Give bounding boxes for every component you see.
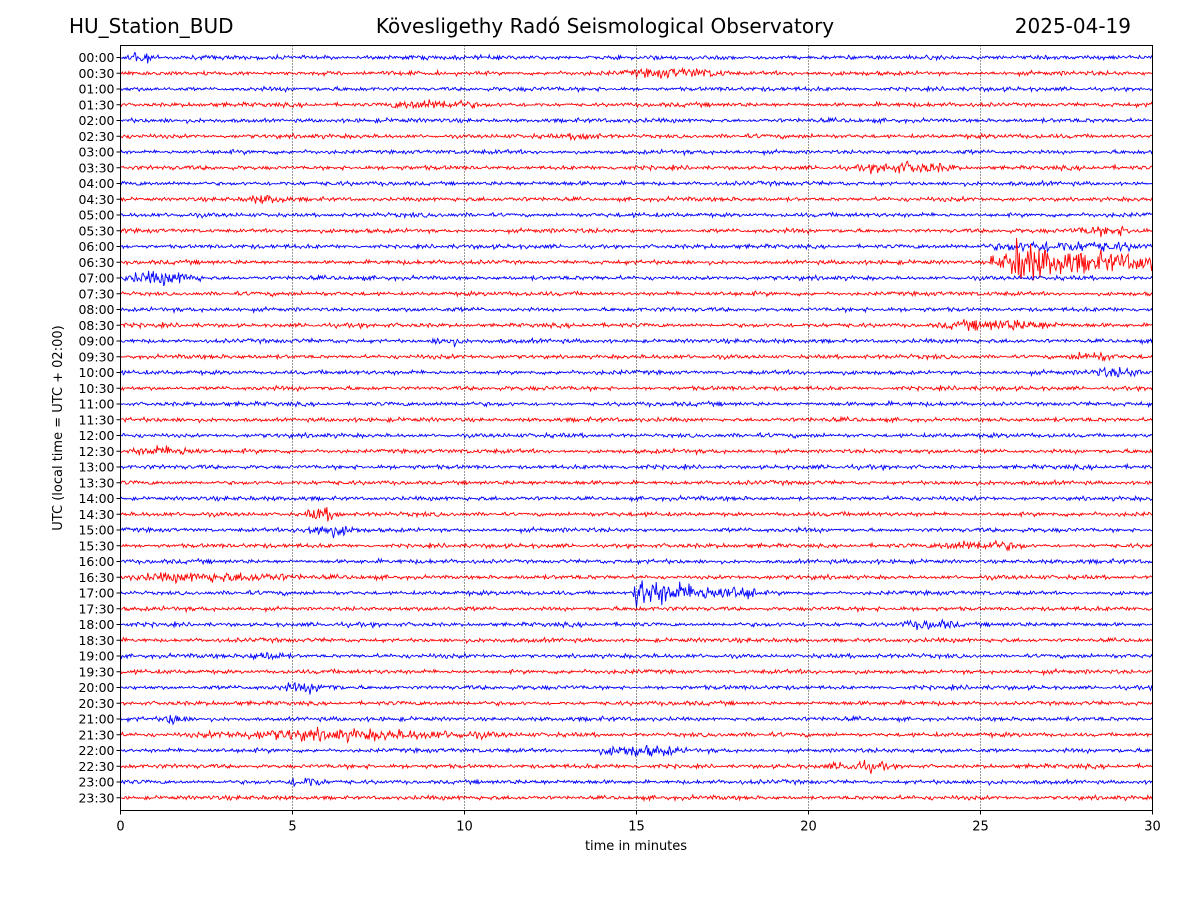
y-tick-label: 14:30 [78, 507, 114, 522]
y-tick-label: 03:00 [78, 145, 114, 160]
y-tick-label: 11:00 [78, 397, 114, 412]
y-tick-label: 06:00 [78, 239, 114, 254]
y-tick-label: 07:00 [78, 271, 114, 286]
trace-row-0430 [120, 195, 1153, 204]
x-tick-label: 30 [1144, 820, 1161, 835]
chart-title: Kövesligethy Radó Seismological Observat… [375, 14, 835, 38]
y-tick-label: 13:00 [78, 460, 114, 475]
x-axis-label: time in minutes [585, 839, 687, 854]
y-tick-label: 22:00 [78, 743, 114, 758]
x-tick-label: 25 [972, 820, 989, 835]
trace-row-1000 [120, 366, 1153, 378]
y-tick-label: 06:30 [78, 255, 114, 270]
y-tick-label: 19:30 [78, 664, 114, 679]
x-tick-label: 20 [800, 820, 817, 835]
y-tick-label: 07:30 [78, 286, 114, 301]
trace-row-0100 [120, 85, 1153, 94]
y-tick-label: 18:00 [78, 617, 114, 632]
y-tick-label: 20:30 [78, 696, 114, 711]
y-tick-label: 10:00 [78, 365, 114, 380]
trace-row-2130 [120, 726, 1153, 745]
y-tick-label: 02:30 [78, 129, 114, 144]
y-tick-label: 19:00 [78, 649, 114, 664]
y-tick-label: 08:00 [78, 302, 114, 317]
y-tick-label: 17:30 [78, 601, 114, 616]
y-tick-label: 16:00 [78, 554, 114, 569]
trace-row-0500 [120, 211, 1153, 220]
grid-layer [292, 45, 981, 811]
y-tick-label: 04:00 [78, 176, 114, 191]
trace-row-1730 [120, 604, 1153, 614]
y-tick-label: 01:30 [78, 97, 114, 112]
y-tick-label: 17:00 [78, 586, 114, 601]
y-tick-label: 08:30 [78, 318, 114, 333]
trace-row-1530 [120, 539, 1153, 552]
y-tick-label: 16:30 [78, 570, 114, 585]
y-tick-label: 01:00 [78, 82, 114, 97]
trace-row-1200 [120, 431, 1153, 440]
x-axis: 0 5 10 15 20 25 30 [116, 810, 1161, 835]
y-tick-label: 09:00 [78, 334, 114, 349]
y-tick-label: 04:30 [78, 192, 114, 207]
y-tick-label: 13:30 [78, 475, 114, 490]
y-tick-label: 05:30 [78, 223, 114, 238]
y-tick-label: 22:30 [78, 759, 114, 774]
trace-row-0700 [120, 270, 1153, 287]
y-tick-label: 03:30 [78, 160, 114, 175]
trace-row-2330 [120, 793, 1153, 803]
trace-row-1100 [120, 399, 1153, 409]
y-tick-label: 20:00 [78, 680, 114, 695]
trace-row-0930 [120, 350, 1153, 362]
trace-row-2100 [120, 714, 1153, 726]
y-tick-label: 05:00 [78, 208, 114, 223]
trace-row-1130 [120, 415, 1153, 424]
y-tick-label: 15:00 [78, 523, 114, 538]
y-tick-label: 15:30 [78, 538, 114, 553]
y-tick-label: 11:30 [78, 412, 114, 427]
y-tick-label: 14:00 [78, 491, 114, 506]
y-tick-label: 21:00 [78, 712, 114, 727]
y-tick-label: 23:30 [78, 790, 114, 805]
trace-row-2300 [120, 777, 1153, 788]
trace-row-0130 [120, 99, 1153, 110]
trace-row-2000 [120, 681, 1153, 695]
y-tick-label: 09:30 [78, 349, 114, 364]
x-tick-label: 10 [456, 820, 473, 835]
x-tick-label: 0 [116, 820, 124, 835]
x-tick-label: 15 [628, 820, 645, 835]
y-tick-label: 12:30 [78, 444, 114, 459]
station-name: HU_Station_BUD [69, 14, 234, 38]
chart-date: 2025-04-19 [1014, 14, 1131, 38]
trace-row-1930 [120, 667, 1153, 677]
y-axis-label: UTC (local time = UTC + 02:00) [51, 325, 66, 530]
trace-row-1400 [120, 494, 1153, 503]
y-tick-label: 23:00 [78, 775, 114, 790]
y-tick-label: 21:30 [78, 727, 114, 742]
y-tick-label: 12:00 [78, 428, 114, 443]
trace-row-0900 [120, 337, 1153, 348]
y-tick-label: 00:30 [78, 66, 114, 81]
y-tick-label: 10:30 [78, 381, 114, 396]
trace-row-1630 [120, 572, 1153, 585]
y-tick-label: 18:30 [78, 633, 114, 648]
x-tick-label: 5 [288, 820, 296, 835]
y-axis: 00:0000:3001:0001:3002:0002:3003:0003:30… [78, 50, 121, 805]
y-tick-label: 02:00 [78, 113, 114, 128]
y-tick-label: 00:00 [78, 50, 114, 65]
